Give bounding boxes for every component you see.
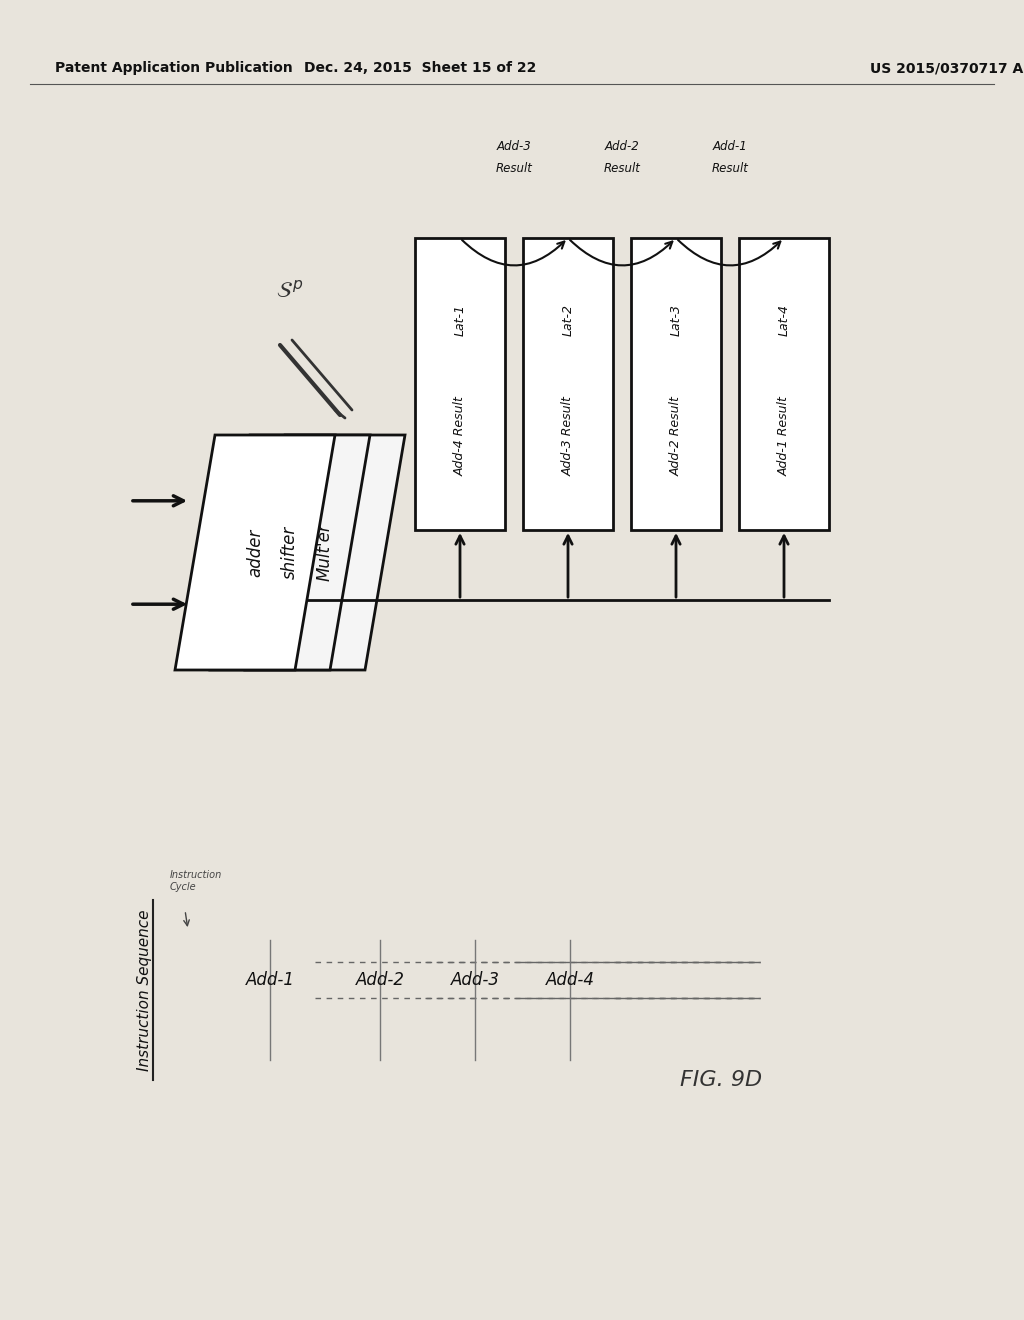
Text: Add-4: Add-4 [546, 972, 595, 989]
Bar [631, 238, 721, 531]
Text: Instruction
Cycle: Instruction Cycle [170, 870, 222, 891]
Text: Add-2: Add-2 [604, 140, 639, 153]
Text: $\mathcal{S}^{\,p}$: $\mathcal{S}^{\,p}$ [276, 279, 304, 301]
Text: Add-4 Result: Add-4 Result [454, 396, 467, 477]
Bar [739, 238, 829, 531]
Text: Add-3: Add-3 [497, 140, 531, 153]
Text: Result: Result [712, 162, 749, 176]
Text: Add-2 Result: Add-2 Result [670, 396, 683, 477]
Bar [415, 238, 505, 531]
Text: Lat-4: Lat-4 [777, 304, 791, 335]
Polygon shape [175, 436, 335, 671]
Text: Lat-3: Lat-3 [670, 304, 683, 335]
Text: Lat-1: Lat-1 [454, 304, 467, 335]
Text: FIG. 9D: FIG. 9D [680, 1071, 762, 1090]
Text: shifter: shifter [281, 525, 299, 579]
Text: Add-3 Result: Add-3 Result [561, 396, 574, 477]
Text: Add-1 Result: Add-1 Result [777, 396, 791, 477]
Bar [523, 238, 613, 531]
Text: Add-3: Add-3 [451, 972, 500, 989]
Text: Result: Result [496, 162, 532, 176]
Text: US 2015/0370717 A1: US 2015/0370717 A1 [870, 61, 1024, 75]
Text: adder: adder [246, 528, 264, 577]
Text: Instruction Sequence: Instruction Sequence [137, 909, 153, 1071]
Text: Mult'er: Mult'er [316, 524, 334, 581]
Text: Add-1: Add-1 [246, 972, 295, 989]
Text: Add-2: Add-2 [355, 972, 404, 989]
Polygon shape [245, 436, 406, 671]
Text: Result: Result [603, 162, 640, 176]
Polygon shape [210, 436, 370, 671]
Text: Patent Application Publication: Patent Application Publication [55, 61, 293, 75]
Text: Dec. 24, 2015  Sheet 15 of 22: Dec. 24, 2015 Sheet 15 of 22 [304, 61, 537, 75]
Text: Add-1: Add-1 [713, 140, 748, 153]
Text: Lat-2: Lat-2 [561, 304, 574, 335]
